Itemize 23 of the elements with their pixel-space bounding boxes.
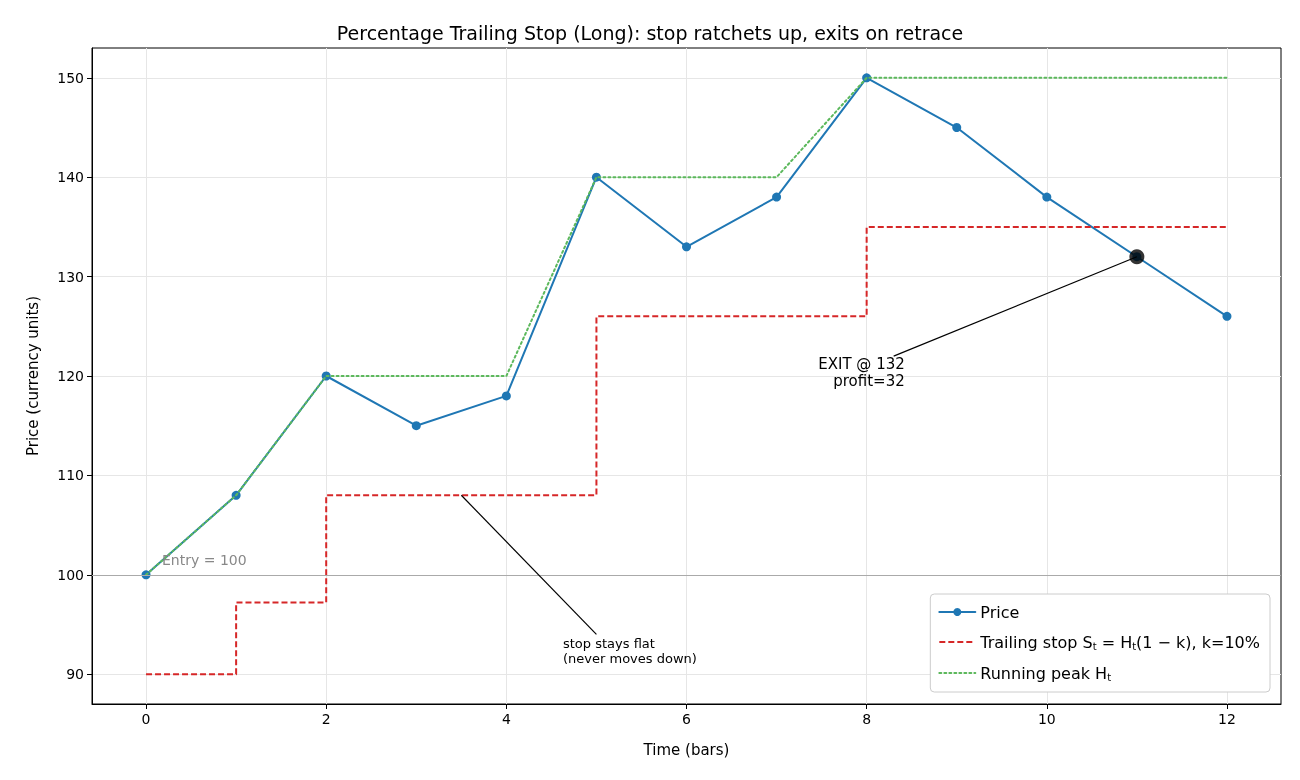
chart-title: Percentage Trailing Stop (Long): stop ratchets up, exits on retrace bbox=[336, 21, 964, 44]
x-tick-label: 8 bbox=[862, 711, 872, 727]
annotation: EXIT @ 132 profit=32 bbox=[818, 354, 905, 390]
x-tick-label: 12 bbox=[1218, 711, 1236, 727]
x-axis-title: Time (bars) bbox=[642, 740, 730, 759]
y-axis-title: Price (currency units) bbox=[23, 295, 42, 457]
x-tick-label: 2 bbox=[321, 711, 331, 727]
ref-line-label: Entry = 100 bbox=[162, 551, 247, 568]
legend-label: Price bbox=[980, 602, 1020, 622]
legend-label: Trailing stop St = Ht(1 − k), k=10% bbox=[979, 632, 1261, 652]
y-tick-label: 100 bbox=[57, 566, 84, 583]
y-tick-label: 110 bbox=[57, 467, 84, 484]
x-tick-label: 4 bbox=[501, 711, 511, 727]
y-tick-label: 130 bbox=[57, 268, 84, 285]
x-tick-label: 0 bbox=[141, 711, 151, 727]
y-tick-label: 150 bbox=[57, 69, 84, 86]
y-tick-label: 120 bbox=[57, 368, 84, 384]
annotation: stop stays flat (never moves down) bbox=[562, 635, 697, 666]
y-tick-label: 140 bbox=[57, 169, 84, 186]
y-tick-label: 90 bbox=[66, 666, 84, 683]
x-tick-label: 6 bbox=[682, 711, 692, 727]
x-tick-label: 10 bbox=[1037, 711, 1056, 727]
legend-label: Running peak Ht bbox=[980, 663, 1112, 683]
